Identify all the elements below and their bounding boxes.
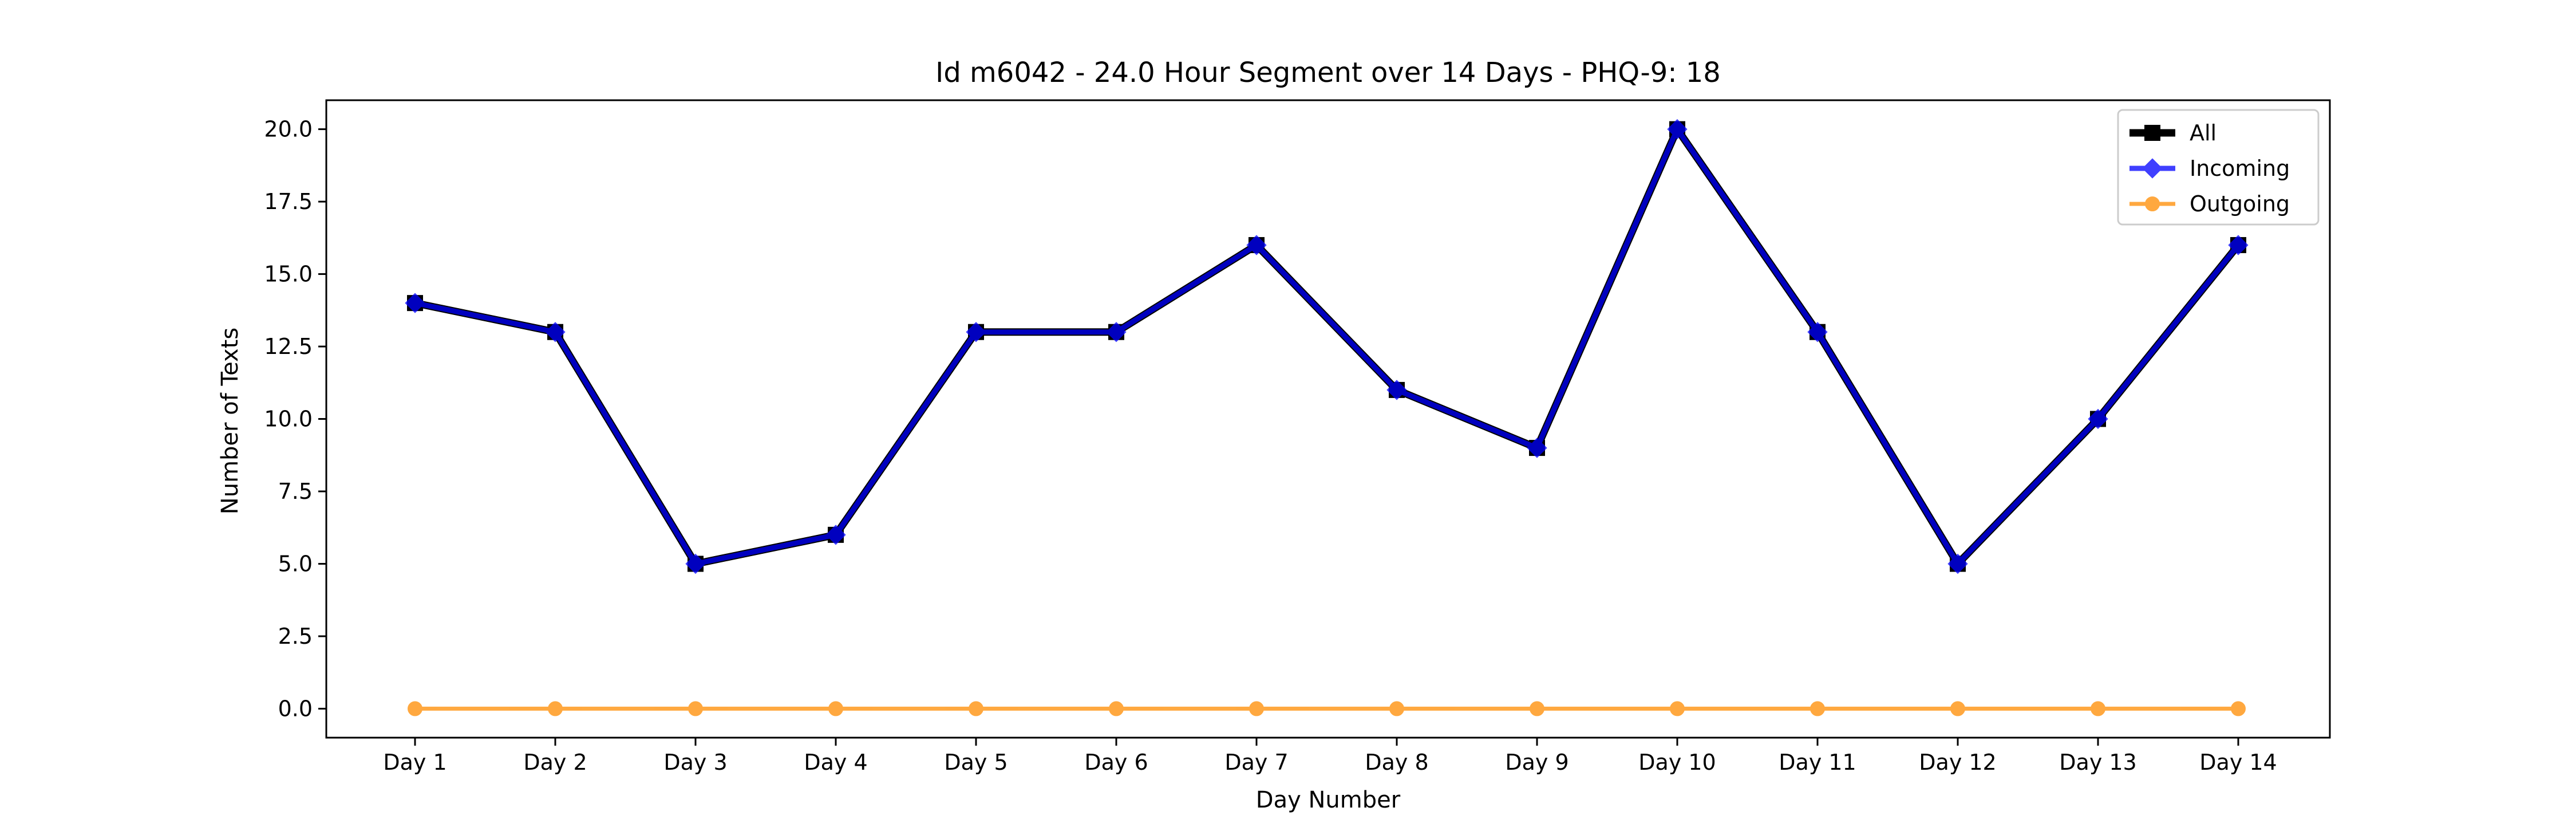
x-tick-label: Day 3 xyxy=(663,750,727,775)
y-tick-label: 10.0 xyxy=(264,407,313,432)
data-point-incoming xyxy=(685,553,706,574)
y-tick-label: 0.0 xyxy=(278,696,313,721)
plot-area: 0.0 2.5 5.0 7.5 10.0 12.5 15.0 17.5 20.0 Day 1 Day… xyxy=(264,99,2331,775)
legend-label: All xyxy=(2190,120,2217,145)
y-tick-label: 5.0 xyxy=(278,551,313,576)
y-tick-label: 12.5 xyxy=(264,334,313,359)
data-point-incoming xyxy=(405,293,425,313)
data-point-incoming xyxy=(1667,119,1688,140)
data-point-outgoing xyxy=(828,701,843,716)
x-tick-label: Day 10 xyxy=(1638,750,1716,775)
legend-entry-incoming xyxy=(2129,158,2175,179)
legend-box xyxy=(2117,109,2320,226)
data-point-outgoing xyxy=(1810,701,1825,716)
x-tick-label: Day 13 xyxy=(2059,750,2136,775)
data-point-incoming xyxy=(1527,438,1547,458)
y-axis-label: Number of Texts xyxy=(217,328,243,514)
series-line-all xyxy=(414,125,2242,568)
data-point-incoming xyxy=(1947,553,1968,574)
legend-entry-all xyxy=(2129,125,2175,141)
series-line-incoming xyxy=(414,127,2241,566)
data-point-outgoing xyxy=(1249,701,1264,716)
series-outgoing xyxy=(408,701,2246,716)
y-tick-label: 7.5 xyxy=(278,479,313,504)
data-point-outgoing xyxy=(1950,701,1965,716)
x-tick-label: Day 6 xyxy=(1084,750,1148,775)
x-tick-label: Day 1 xyxy=(383,750,447,775)
x-tick-label: Day 9 xyxy=(1505,750,1568,775)
legend-entry-outgoing xyxy=(2129,196,2175,211)
data-point-outgoing xyxy=(408,701,422,716)
x-tick-label: Day 4 xyxy=(804,750,867,775)
x-tick-label: Day 14 xyxy=(2199,750,2277,775)
legend-label: Outgoing xyxy=(2190,191,2290,216)
data-point-incoming xyxy=(1246,235,1267,255)
y-tick-label: 20.0 xyxy=(264,117,313,142)
x-tick-label: Day 2 xyxy=(523,750,587,775)
series-all xyxy=(407,121,2246,572)
x-tick-label: Day 8 xyxy=(1365,750,1428,775)
data-point-incoming xyxy=(825,525,846,545)
chart-title: Id m6042 - 24.0 Hour Segment over 14 Day… xyxy=(935,57,1721,89)
legend-marker xyxy=(2145,196,2160,211)
data-point-incoming xyxy=(545,322,566,342)
series-incoming xyxy=(405,119,2249,574)
legend-marker xyxy=(2144,125,2160,141)
x-tick-label: Day 12 xyxy=(1919,750,1996,775)
data-point-outgoing xyxy=(1670,701,1685,716)
data-point-outgoing xyxy=(969,701,983,716)
data-point-incoming xyxy=(2088,408,2108,430)
data-point-outgoing xyxy=(2231,701,2246,716)
x-tick-label: Day 7 xyxy=(1224,750,1288,775)
data-point-outgoing xyxy=(688,701,703,716)
data-point-incoming xyxy=(2228,235,2249,255)
x-tick-label: Day 11 xyxy=(1779,750,1856,775)
plot-frame xyxy=(325,99,2331,739)
data-point-incoming xyxy=(1807,322,1828,342)
y-tick-label: 2.5 xyxy=(278,624,313,649)
data-point-outgoing xyxy=(1109,701,1124,716)
data-point-outgoing xyxy=(548,701,563,716)
legend: All Incoming Outgoing xyxy=(2117,109,2320,226)
data-point-outgoing xyxy=(1530,701,1544,716)
y-tick-label: 15.0 xyxy=(264,262,313,287)
data-point-incoming xyxy=(1106,322,1127,342)
data-point-outgoing xyxy=(2091,701,2105,716)
data-point-incoming xyxy=(966,322,986,342)
x-axis-label: Day Number xyxy=(1256,787,1401,813)
data-point-incoming xyxy=(1386,380,1407,400)
y-tick-label: 17.5 xyxy=(264,189,313,214)
x-tick-label: Day 5 xyxy=(944,750,1008,775)
legend-marker xyxy=(2142,158,2163,179)
legend-label: Incoming xyxy=(2190,156,2290,181)
data-point-outgoing xyxy=(1389,701,1404,716)
